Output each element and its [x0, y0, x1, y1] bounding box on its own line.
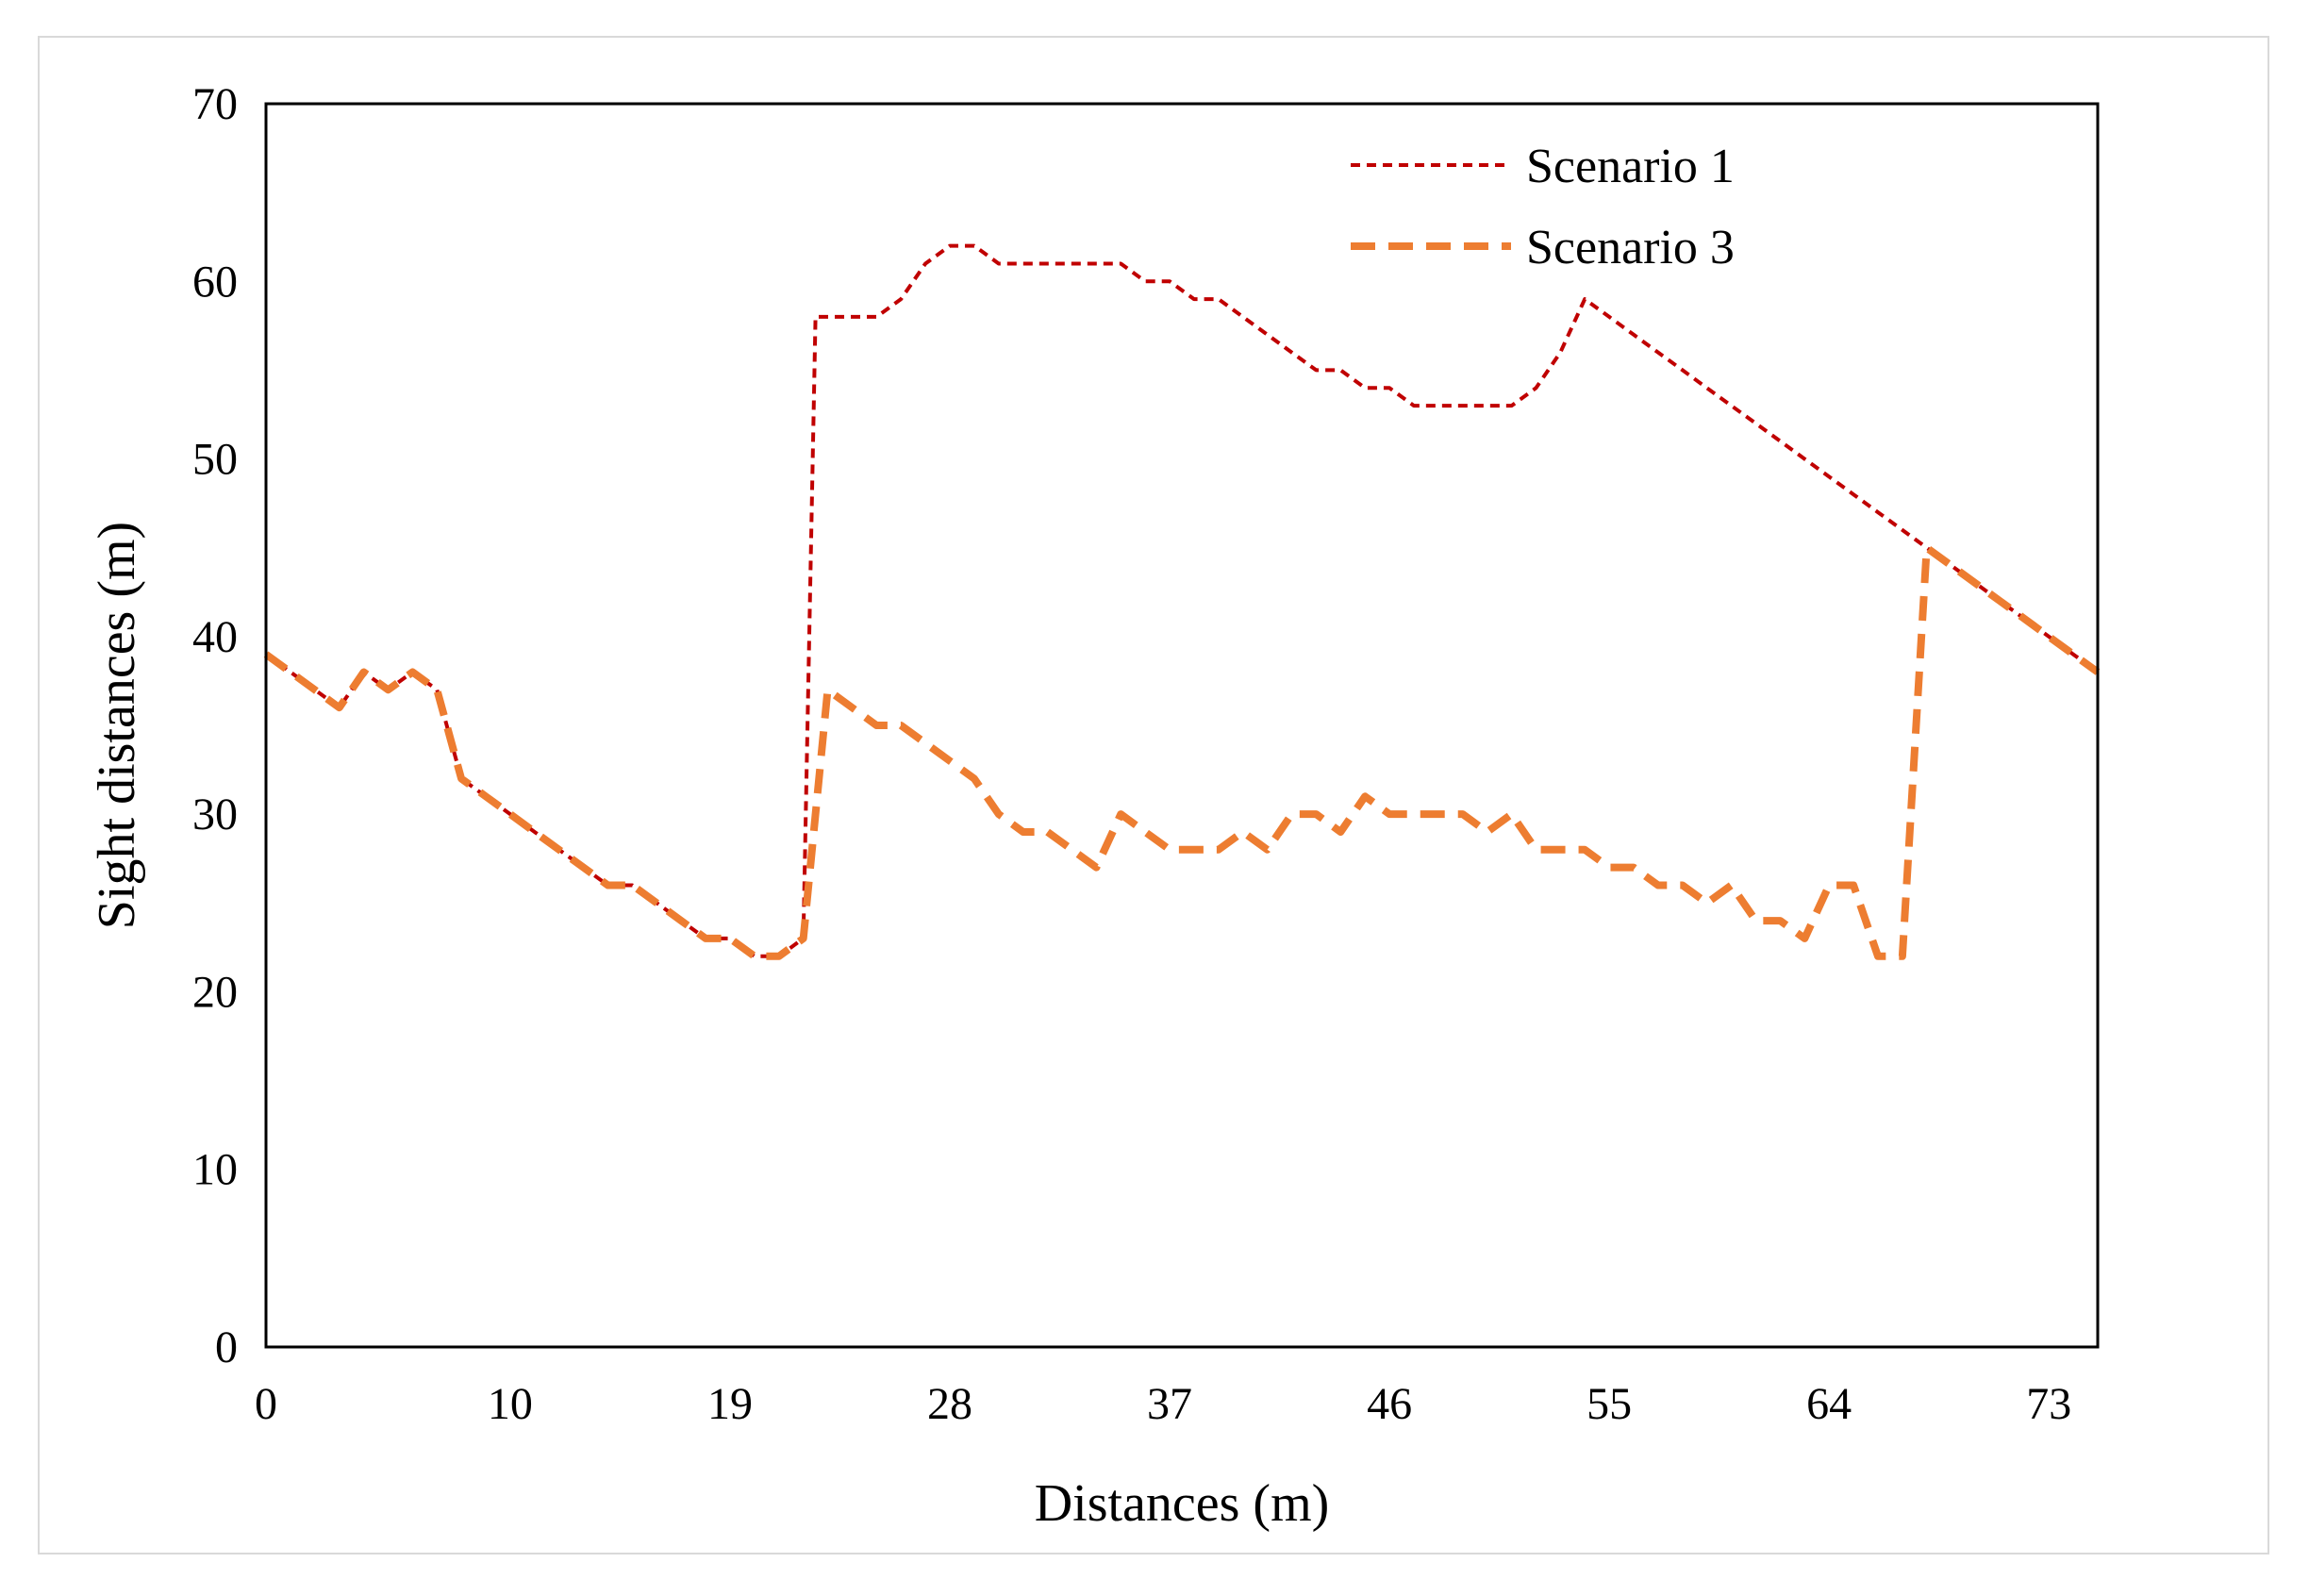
series-line-scenario-3 [263, 543, 2101, 960]
legend: Scenario 1 Scenario 3 [1351, 140, 1735, 274]
x-ticks: 0 10 19 28 37 46 55 64 73 [255, 1379, 2071, 1429]
x-tick-label: 37 [1147, 1379, 1192, 1429]
y-tick-label: 40 [192, 612, 238, 662]
chart-frame [38, 36, 2269, 1554]
plot-area [264, 102, 2100, 1349]
legend-label-scenario-1: Scenario 1 [1526, 140, 1735, 193]
x-tick-label: 73 [2026, 1379, 2071, 1429]
y-tick-label: 20 [192, 967, 238, 1017]
x-tick-label: 19 [707, 1379, 753, 1429]
y-tick-label: 0 [215, 1322, 238, 1372]
x-tick-label: 55 [1586, 1379, 1632, 1429]
y-tick-label: 30 [192, 790, 238, 840]
y-tick-label: 60 [192, 257, 238, 307]
series-lines [263, 243, 2101, 960]
legend-label-scenario-3: Scenario 3 [1526, 221, 1735, 274]
x-tick-label: 28 [927, 1379, 972, 1429]
y-tick-label: 10 [192, 1145, 238, 1195]
y-tick-label: 50 [192, 435, 238, 485]
x-tick-label: 0 [255, 1379, 277, 1429]
x-axis-title: Distances (m) [1035, 1474, 1330, 1533]
x-tick-label: 10 [488, 1379, 533, 1429]
x-tick-label: 64 [1806, 1379, 1852, 1429]
x-tick-label: 46 [1367, 1379, 1412, 1429]
y-axis-title: Sight distances (m) [88, 522, 146, 929]
y-tick-label: 70 [192, 79, 238, 129]
y-ticks: 0 10 20 30 40 50 60 70 [192, 79, 238, 1372]
